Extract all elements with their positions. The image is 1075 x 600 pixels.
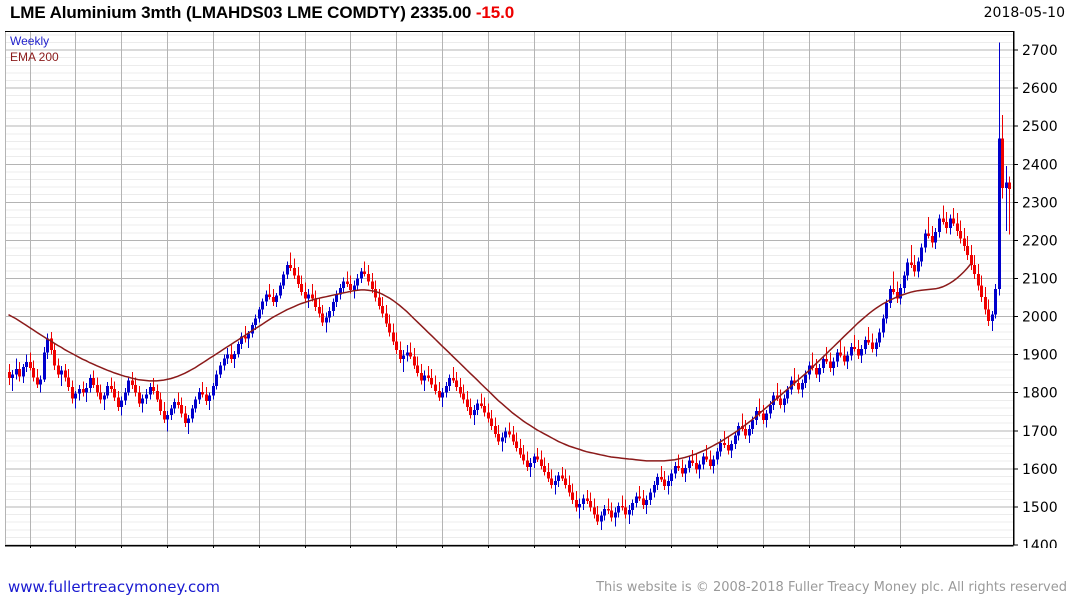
y-axis-tick-label: 1500 — [1022, 500, 1058, 516]
axis-frame — [5, 31, 1015, 547]
y-axis-tick-label: 2100 — [1022, 271, 1058, 287]
price-chart[interactable]: 1400 1500 1600 1700 1800 1900 2000 2100 2200 2300… — [0, 28, 1075, 548]
y-axis-tick-label: 2300 — [1022, 195, 1058, 211]
chart-date: 2018-05-10 — [983, 5, 1065, 21]
chart-footer: www.fullertreacymoney.com This website i… — [0, 576, 1075, 600]
candlestick-series — [8, 42, 1011, 530]
y-axis-tick-label: 2500 — [1022, 119, 1058, 135]
website-link[interactable]: www.fullertreacymoney.com — [8, 578, 221, 596]
y-axis-tick-label: 2700 — [1022, 43, 1058, 59]
instrument-title: LME Aluminium 3mth (LMAHDS03 LME COMDTY)… — [10, 3, 472, 22]
y-axis-tick-label: 1600 — [1022, 462, 1058, 478]
y-axis-tick-label: 2600 — [1022, 81, 1058, 97]
chart-area: 1400 1500 1600 1700 1800 1900 2000 2100 2200 2300… — [0, 28, 1075, 548]
page-title: LME Aluminium 3mth (LMAHDS03 LME COMDTY)… — [10, 3, 514, 23]
y-axis-tick-label: 1900 — [1022, 348, 1058, 364]
y-axis-tick-label: 2000 — [1022, 310, 1058, 326]
y-axis-tick-label: 1800 — [1022, 386, 1058, 402]
price-change: -15.0 — [475, 3, 515, 22]
y-axis-tick-label: 1700 — [1022, 424, 1058, 440]
chart-header: LME Aluminium 3mth (LMAHDS03 LME COMDTY)… — [0, 0, 1075, 28]
y-axis-tick-label: 1400 — [1022, 538, 1058, 548]
legend-ema-200: EMA 200 — [10, 50, 59, 64]
ema-200-line — [8, 263, 972, 462]
copyright-notice: This website is © 2008-2018 Fuller Treac… — [596, 580, 1067, 595]
y-axis-tick-label: 2200 — [1022, 233, 1058, 249]
y-axis-tick-label: 2400 — [1022, 157, 1058, 173]
legend-periodicity: Weekly — [10, 34, 50, 48]
